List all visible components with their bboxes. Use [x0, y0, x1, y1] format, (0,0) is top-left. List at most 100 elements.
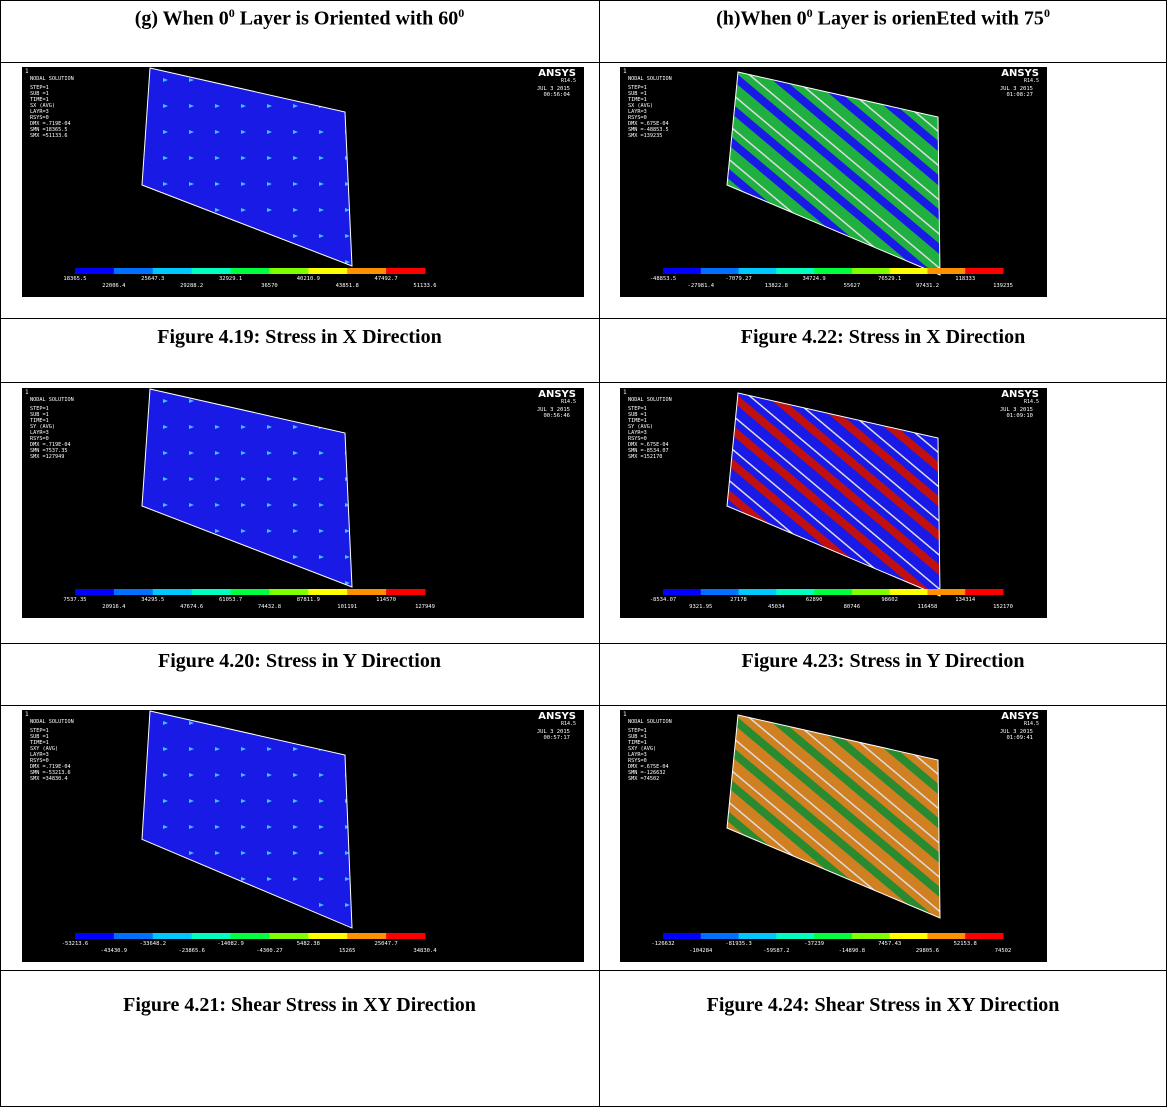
legend-label: -53213.6 [62, 941, 89, 947]
legend-swatch [192, 933, 231, 939]
legend-swatch [269, 589, 308, 595]
legend-label: 25647.3 [141, 276, 164, 282]
legend-swatch [701, 268, 739, 274]
legend-label: 15265 [339, 948, 356, 954]
rule [0, 643, 1167, 644]
legend-label: 22006.4 [102, 283, 126, 289]
legend-label: -43430.9 [101, 948, 128, 954]
info-line: SMX =127949 [30, 454, 64, 460]
legend-swatch [153, 933, 192, 939]
legend-label: 20916.4 [102, 604, 126, 610]
legend-swatch [192, 589, 231, 595]
window-number: 1 [25, 711, 29, 718]
legend-swatch [927, 589, 965, 595]
legend-swatch [701, 589, 739, 595]
legend-swatch [927, 268, 965, 274]
rule [0, 0, 1167, 1]
legend-label: -4300.27 [256, 948, 283, 954]
legend-swatch [965, 933, 1003, 939]
legend-swatch [386, 589, 425, 595]
info-line: SMX =152170 [628, 454, 662, 460]
legend-swatch [269, 268, 308, 274]
legend-swatch [663, 589, 701, 595]
legend-swatch [890, 589, 928, 595]
legend-swatch [347, 933, 386, 939]
legend-swatch [153, 589, 192, 595]
legend-label: 43851.8 [336, 283, 359, 289]
legend-swatch [347, 589, 386, 595]
legend-label: 74502 [995, 948, 1012, 954]
column-header: (g) When 00 Layer is Oriented with 600 [0, 6, 599, 31]
info-line: SMX =74502 [628, 776, 659, 782]
legend-swatch [347, 268, 386, 274]
info-line: SMX =34830.4 [30, 776, 67, 782]
legend-swatch [114, 268, 153, 274]
release: R14.5 [1024, 399, 1039, 405]
header-text: 0 [458, 6, 464, 20]
ansys-plot: 1NODAL SOLUTIONSTEP=1SUB =1TIME=1SY (AVG… [620, 388, 1047, 618]
legend-swatch [852, 933, 890, 939]
info-line: SMX =51133.6 [30, 133, 67, 139]
legend-label: -37239 [804, 941, 824, 947]
legend-label: 47492.7 [375, 276, 398, 282]
legend-label: 45034 [768, 604, 785, 610]
window-number: 1 [25, 389, 29, 396]
legend-swatch [965, 589, 1003, 595]
legend-swatch [663, 933, 701, 939]
legend-label: 118333 [955, 276, 975, 282]
legend-swatch [308, 589, 347, 595]
legend-label: 61053.7 [219, 597, 242, 603]
legend-label: -33648.2 [140, 941, 167, 947]
legend-label: 27178 [730, 597, 747, 603]
legend-swatch [231, 933, 270, 939]
legend-swatch [269, 933, 308, 939]
legend-swatch [192, 268, 231, 274]
figure-caption: Figure 4.20: Stress in Y Direction [0, 650, 599, 673]
legend-label: 47674.6 [180, 604, 203, 610]
column-header: (h)When 00 Layer is orienEted with 750 [600, 6, 1166, 31]
legend-swatch [776, 589, 814, 595]
header-text: 0 [1044, 6, 1050, 20]
rule [0, 382, 1167, 383]
legend-label: -48853.5 [650, 276, 677, 282]
legend-label: 13822.8 [765, 283, 788, 289]
legend-swatch [814, 933, 852, 939]
legend-swatch [814, 589, 852, 595]
legend-label: -14082.9 [217, 941, 244, 947]
legend-label: 134314 [955, 597, 976, 603]
legend-swatch [114, 933, 153, 939]
legend-swatch [890, 268, 928, 274]
legend-label: 36570 [261, 283, 278, 289]
legend-label: 76529.1 [878, 276, 901, 282]
legend-label: -7079.27 [725, 276, 752, 282]
legend-swatch [308, 933, 347, 939]
header-text: Layer is Oriented with 60 [235, 8, 459, 30]
rule [0, 318, 1167, 319]
legend-swatch [308, 268, 347, 274]
window-number: 1 [25, 68, 29, 75]
legend-swatch [386, 933, 425, 939]
legend-label: 98602 [881, 597, 898, 603]
rule [0, 62, 1167, 63]
release: R14.5 [1024, 78, 1039, 84]
legend-label: 80746 [844, 604, 861, 610]
ansys-plot: 1NODAL SOLUTIONSTEP=1SUB =1TIME=1SX (AVG… [22, 67, 584, 297]
rule [599, 0, 600, 1107]
info-line: NODAL SOLUTION [628, 719, 672, 725]
window-number: 1 [623, 711, 627, 718]
legend-label: 152170 [993, 604, 1013, 610]
legend-swatch [75, 933, 114, 939]
legend-label: 7457.43 [878, 941, 901, 947]
legend-swatch [927, 933, 965, 939]
release: R14.5 [561, 78, 576, 84]
legend-label: -27981.4 [688, 283, 715, 289]
legend-swatch [965, 268, 1003, 274]
rule [0, 705, 1167, 706]
legend-label: 32929.1 [219, 276, 242, 282]
figure-caption: Figure 4.21: Shear Stress in XY Directio… [0, 994, 599, 1017]
legend-label: -126632 [651, 941, 674, 947]
legend-swatch [231, 268, 270, 274]
legend-label: -104284 [689, 948, 713, 954]
legend-label: 74432.8 [258, 604, 281, 610]
legend-label: 62890 [806, 597, 823, 603]
